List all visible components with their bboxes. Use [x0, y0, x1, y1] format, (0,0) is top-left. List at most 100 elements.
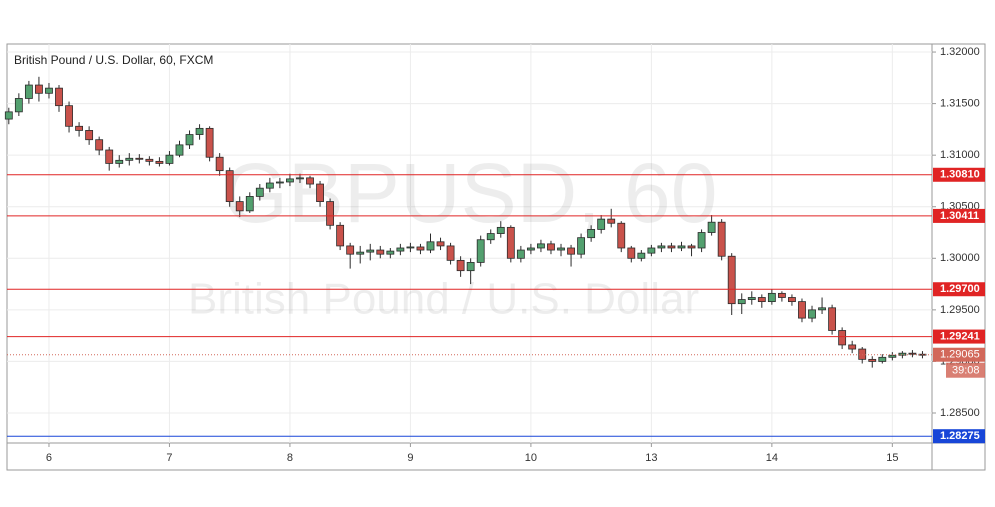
- x-tick-label: 10: [525, 452, 537, 464]
- candle-body: [456, 259, 465, 272]
- candle-body: [105, 149, 114, 164]
- candle-body: [898, 352, 907, 356]
- candle-body: [185, 134, 194, 146]
- candle-body: [125, 157, 134, 161]
- candle-body: [235, 201, 244, 212]
- candle-body: [506, 226, 515, 259]
- level-label-box: [933, 208, 985, 223]
- candle-body: [627, 247, 636, 259]
- candle-body: [526, 247, 535, 251]
- x-tick-label: 7: [166, 452, 172, 464]
- x-tick-label: 14: [766, 452, 778, 464]
- candle-body: [486, 233, 495, 241]
- candle-body: [717, 221, 726, 257]
- x-tick-label: 6: [46, 452, 52, 464]
- candle-body: [687, 245, 696, 249]
- level-label: 1.28275: [940, 430, 980, 442]
- candle-body: [336, 224, 345, 247]
- candle-body: [567, 247, 575, 255]
- candle-body: [4, 111, 13, 120]
- candle-body: [647, 247, 656, 254]
- candle-body: [838, 330, 847, 346]
- candle-body: [406, 246, 415, 249]
- candle-body: [275, 181, 284, 184]
- candle-body: [265, 182, 274, 189]
- candle-body: [848, 344, 857, 350]
- candle-body: [165, 154, 174, 164]
- candle-body: [737, 299, 746, 305]
- candle-body: [14, 98, 23, 113]
- x-tick-label: 8: [287, 452, 293, 464]
- candle-body: [788, 297, 796, 303]
- candle-body: [145, 158, 154, 162]
- level-label: 1.30810: [940, 169, 980, 181]
- candle-body: [135, 157, 144, 160]
- candle-body: [195, 127, 204, 135]
- candle-body: [557, 247, 565, 251]
- candle-body: [828, 307, 837, 331]
- candle-body: [115, 159, 124, 164]
- x-tick-label: 15: [886, 452, 898, 464]
- candle-body: [75, 125, 84, 131]
- candle-body: [245, 196, 254, 212]
- candle-body: [205, 127, 214, 158]
- candle-body: [296, 177, 304, 180]
- x-tick-label: 9: [407, 452, 413, 464]
- candle-body: [45, 87, 53, 94]
- watermark-symbol: GBPUSD, 60: [223, 146, 718, 240]
- candle-body: [55, 87, 63, 107]
- candle-body: [426, 241, 435, 251]
- candle-body: [155, 160, 164, 164]
- candle-body: [396, 247, 405, 252]
- last-price-box: [933, 347, 985, 362]
- candle-body: [667, 245, 676, 249]
- y-tick-label: 1.32000: [940, 46, 980, 58]
- watermark-name: British Pound / U.S. Dollar: [188, 275, 699, 324]
- plot: [4, 76, 932, 437]
- candle-body: [747, 297, 756, 300]
- countdown-box: [946, 362, 985, 378]
- level-label-box: [933, 329, 985, 344]
- candle-body: [777, 292, 786, 298]
- candle-body: [587, 229, 596, 239]
- candle-body: [798, 301, 806, 319]
- candle-body: [868, 358, 877, 362]
- candle-body: [175, 144, 184, 156]
- candle-body: [537, 243, 545, 249]
- candle-body: [607, 218, 616, 224]
- candle-body: [858, 348, 867, 360]
- watermark: GBPUSD, 60 British Pound / U.S. Dollar: [188, 146, 717, 323]
- level-label: 1.30411: [940, 210, 979, 222]
- level-label: 1.29700: [940, 283, 980, 295]
- candle-body: [888, 354, 897, 358]
- level-label-box: [933, 429, 985, 444]
- level-label-box: [933, 282, 985, 297]
- candle-body: [818, 307, 826, 311]
- candle-body: [95, 139, 104, 151]
- candle-body: [908, 352, 917, 355]
- candle-body: [376, 249, 385, 255]
- candle-body: [727, 255, 736, 305]
- countdown-label: 39:08: [952, 365, 980, 377]
- y-tick-label: 1.31500: [940, 98, 980, 110]
- candle-body: [757, 297, 766, 303]
- candle-body: [386, 250, 395, 255]
- candle-body: [577, 237, 586, 255]
- candle-body: [707, 221, 716, 233]
- candle-body: [677, 245, 686, 249]
- candle-body: [65, 105, 73, 127]
- candle-body: [516, 249, 525, 259]
- last-price-label: 1.29065: [940, 349, 980, 361]
- candle-body: [85, 130, 94, 141]
- candle-body: [366, 249, 375, 253]
- candle-body: [657, 245, 666, 249]
- candle-body: [466, 262, 475, 272]
- level-label: 1.29241: [940, 330, 980, 342]
- candle-body: [316, 183, 324, 202]
- level-label-box: [933, 167, 985, 182]
- chart-title: British Pound / U.S. Dollar, 60, FXCM: [14, 53, 213, 67]
- candle-body: [878, 356, 887, 362]
- candle-body: [637, 252, 646, 259]
- candle-body: [356, 251, 365, 255]
